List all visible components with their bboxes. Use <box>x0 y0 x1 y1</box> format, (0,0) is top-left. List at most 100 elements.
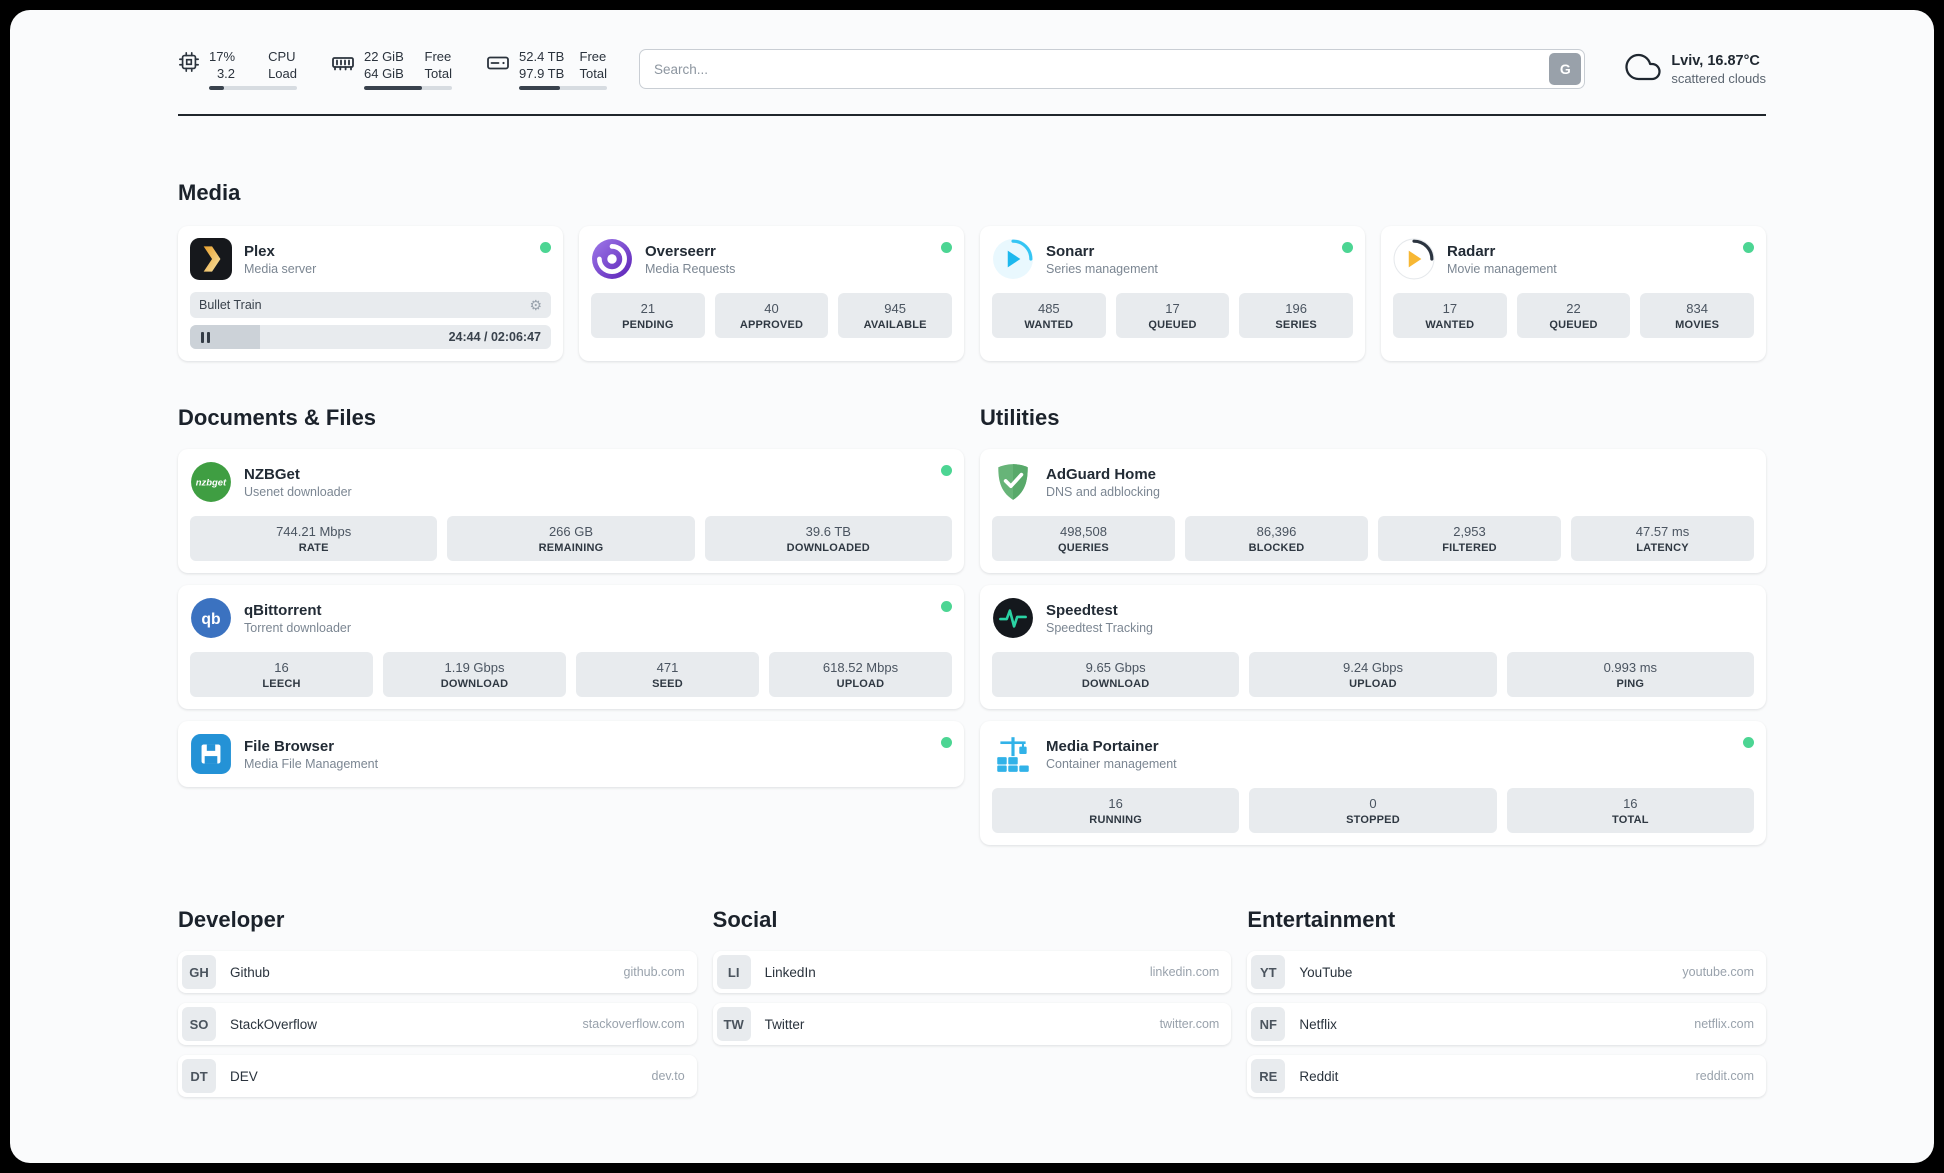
service-subtitle: DNS and adblocking <box>1046 484 1160 499</box>
bookmark-name: YouTube <box>1299 964 1353 980</box>
bookmark-group-developer: Developer GH Github github.com SO StackO… <box>178 845 697 1107</box>
cpu-percent: 17% <box>209 49 236 64</box>
weather-condition: scattered clouds <box>1671 70 1766 86</box>
filebrowser-icon <box>190 733 232 775</box>
section-title-utilities: Utilities <box>980 405 1060 430</box>
cpu-label: CPU <box>268 49 296 64</box>
bookmarks-section: Developer GH Github github.com SO StackO… <box>178 845 1766 1107</box>
cpu-load-label: Load <box>268 66 297 81</box>
service-subtitle: Media Requests <box>645 261 736 276</box>
disk-icon <box>486 51 510 75</box>
stat-queued: 22 QUEUED <box>1516 293 1631 338</box>
weather-widget[interactable]: Lviv, 16.87°C scattered clouds <box>1625 49 1766 90</box>
service-name: Sonarr <box>1046 242 1095 260</box>
bookmark-stackoverflow[interactable]: SO StackOverflow stackoverflow.com <box>178 1003 697 1045</box>
gear-icon[interactable]: ⚙ <box>529 297 542 313</box>
bookmark-twitter[interactable]: TW Twitter twitter.com <box>712 1003 1232 1045</box>
stat-series: 196 SERIES <box>1239 293 1353 338</box>
service-name: Speedtest <box>1046 601 1118 619</box>
service-card-overseerr[interactable]: Overseerr Media Requests 21 PENDING 40 A… <box>579 226 964 361</box>
service-subtitle: Movie management <box>1447 261 1557 276</box>
memory-icon <box>331 51 355 75</box>
bookmark-domain: stackoverflow.com <box>582 1017 685 1031</box>
weather-location: Lviv, 16.87°C <box>1671 52 1760 69</box>
service-name: qBittorrent <box>244 601 322 619</box>
memory-widget: 22 GiB 64 GiB Free Total <box>331 48 452 90</box>
service-card-adguard[interactable]: AdGuard Home DNS and adblocking 498,508 … <box>980 449 1766 573</box>
stat-download: 1.19 Gbps DOWNLOAD <box>383 652 566 697</box>
service-card-filebrowser[interactable]: File Browser Media File Management <box>178 721 964 787</box>
service-card-nzbget[interactable]: nzbget NZBGet Usenet downloader 74 <box>178 449 964 573</box>
stat-remaining: 266 GB REMAINING <box>447 516 695 561</box>
cpu-widget: 17% 3.2 CPU Load <box>178 48 297 90</box>
portainer-icon <box>992 733 1034 775</box>
bookmark-name: Reddit <box>1299 1068 1339 1084</box>
cloud-icon <box>1625 49 1661 90</box>
bookmark-abbr: SO <box>182 1007 216 1041</box>
bookmark-reddit[interactable]: RE Reddit reddit.com <box>1247 1055 1766 1097</box>
playback-time: 24:44 / 02:06:47 <box>448 330 541 344</box>
stat-stopped: 0 STOPPED <box>1249 788 1497 833</box>
disk-widget: 52.4 TB 97.9 TB Free Total <box>486 48 607 90</box>
service-name: Radarr <box>1447 242 1496 260</box>
stat-rate: 744.21 Mbps RATE <box>190 516 438 561</box>
now-playing-title: Bullet Train <box>199 298 262 312</box>
bookmark-name: Github <box>230 964 270 980</box>
service-card-sonarr[interactable]: Sonarr Series management 485 WANTED 17 Q… <box>980 226 1365 361</box>
cpu-bar <box>209 86 297 90</box>
service-subtitle: Torrent downloader <box>244 620 352 635</box>
service-subtitle: Media server <box>244 261 317 276</box>
playback-progress-bar[interactable]: 24:44 / 02:06:47 <box>190 325 551 349</box>
stat-downloaded: 39.6 TB DOWNLOADED <box>704 516 952 561</box>
service-card-radarr[interactable]: Radarr Movie management 17 WANTED 22 QUE… <box>1381 226 1766 361</box>
bookmark-github[interactable]: GH Github github.com <box>178 951 697 993</box>
service-card-qbittorrent[interactable]: qb qBittorrent Torrent downloader <box>178 585 964 709</box>
radarr-icon <box>1393 238 1435 280</box>
bookmark-netflix[interactable]: NF Netflix netflix.com <box>1247 1003 1766 1045</box>
disk-total: 97.9 TB <box>519 66 565 81</box>
stat-queued: 17 QUEUED <box>1115 293 1230 338</box>
status-dot <box>941 601 952 612</box>
bookmark-domain: youtube.com <box>1682 965 1754 979</box>
service-name: NZBGet <box>244 465 300 483</box>
bookmark-abbr: LI <box>716 955 751 989</box>
stat-download: 9.65 Gbps DOWNLOAD <box>992 652 1240 697</box>
service-card-plex[interactable]: Plex Media server Bullet Train ⚙ 24:44 /… <box>178 226 563 361</box>
qbittorrent-icon: qb <box>190 597 232 639</box>
media-section: Plex Media server Bullet Train ⚙ 24:44 /… <box>178 226 1766 361</box>
bookmark-abbr: NF <box>1251 1007 1286 1041</box>
search-input[interactable] <box>639 49 1586 89</box>
search-provider-button[interactable]: G <box>1549 53 1582 85</box>
bookmark-youtube[interactable]: YT YouTube youtube.com <box>1247 951 1766 993</box>
bookmark-name: Netflix <box>1299 1016 1337 1032</box>
bookmark-abbr: RE <box>1251 1059 1286 1093</box>
disk-free: 52.4 TB <box>519 49 565 64</box>
bookmark-dev[interactable]: DT DEV dev.to <box>178 1055 697 1097</box>
bookmark-linkedin[interactable]: LI LinkedIn linkedin.com <box>712 951 1232 993</box>
top-bar: 17% 3.2 CPU Load <box>178 48 1766 90</box>
section-title-documents: Documents & Files <box>178 405 377 430</box>
pause-icon[interactable] <box>199 331 211 343</box>
bookmark-group-entertainment: Entertainment YT YouTube youtube.com NF … <box>1247 845 1766 1107</box>
bookmark-abbr: DT <box>182 1059 216 1093</box>
nzbget-icon: nzbget <box>190 461 232 503</box>
service-subtitle: Media File Management <box>244 756 379 771</box>
service-card-speedtest[interactable]: Speedtest Speedtest Tracking 9.65 Gbps D… <box>980 585 1766 709</box>
bookmark-domain: netflix.com <box>1694 1017 1754 1031</box>
documents-section: Documents & Files nzbget <box>178 361 964 787</box>
now-playing-widget: Bullet Train ⚙ 24:44 / 02:06:47 <box>190 292 551 349</box>
stat-available: 945 AVAILABLE <box>838 293 952 338</box>
service-name: AdGuard Home <box>1046 465 1157 483</box>
service-card-portainer[interactable]: Media Portainer Container management 16 … <box>980 721 1766 845</box>
bookmark-name: DEV <box>230 1068 258 1084</box>
section-title-entertainment: Entertainment <box>1247 907 1396 932</box>
resource-widgets: 17% 3.2 CPU Load <box>178 48 607 90</box>
disk-bar <box>519 86 607 90</box>
bookmark-domain: dev.to <box>651 1069 685 1083</box>
stat-running: 16 RUNNING <box>992 788 1240 833</box>
content-container: 17% 3.2 CPU Load <box>166 48 1778 1107</box>
header-divider <box>178 114 1766 116</box>
bookmark-abbr: YT <box>1251 955 1286 989</box>
adguard-icon <box>992 461 1034 503</box>
search-bar: G <box>639 49 1586 89</box>
